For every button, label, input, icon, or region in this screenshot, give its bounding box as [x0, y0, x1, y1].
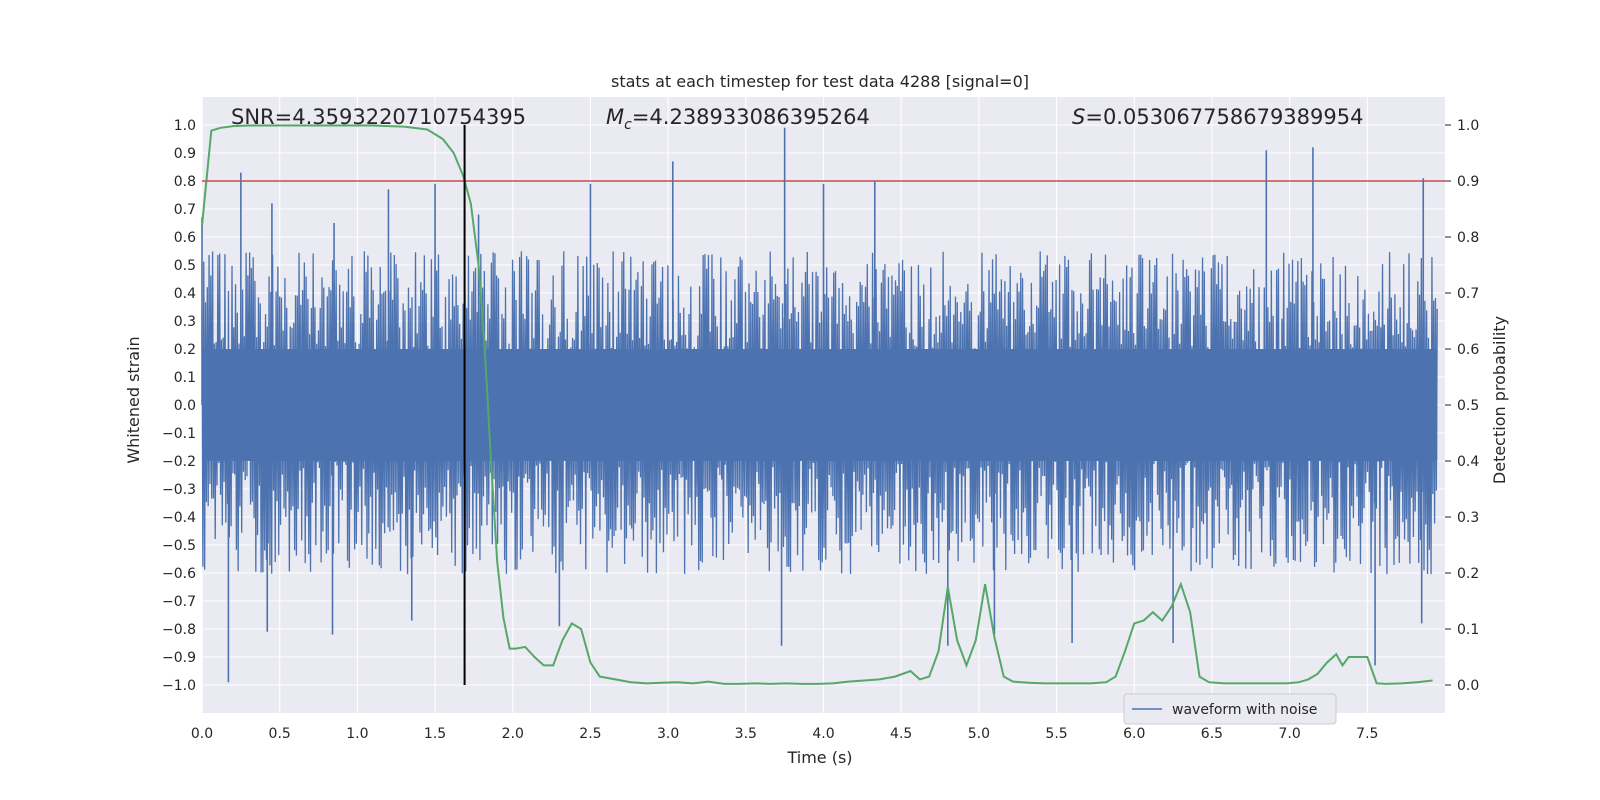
x-tick-label: 1.0	[346, 726, 368, 742]
y-axis-right-title: Detection probability	[1490, 316, 1509, 484]
y-left-tick-label: 0.3	[174, 314, 196, 330]
y-right-tick-label: 0.2	[1457, 566, 1479, 582]
x-tick-label: 0.5	[269, 726, 291, 742]
y-left-tick-label: 0.1	[174, 370, 196, 386]
x-tick-label: 5.0	[968, 726, 990, 742]
legend-box	[1123, 693, 1337, 725]
y-right-tick-label: 0.4	[1457, 454, 1479, 470]
waveform-core	[202, 349, 1438, 461]
x-tick-label: 4.5	[890, 726, 912, 742]
x-tick-label: 2.5	[579, 726, 601, 742]
y-left-tick-label: −0.7	[162, 594, 196, 610]
y-right-tick-label: 0.3	[1457, 510, 1479, 526]
y-left-tick-label: −0.9	[162, 650, 196, 666]
s-annotation: S=0.053067758679389954	[1072, 105, 1363, 129]
mc-annotation: Mc=4.238933086395264	[606, 105, 870, 133]
y-left-tick-label: 0.5	[174, 258, 196, 274]
y-right-tick-label: 0.7	[1457, 286, 1479, 302]
x-axis-title: Time (s)	[786, 748, 852, 767]
y-left-tick-label: 1.0	[174, 118, 196, 134]
x-tick-label: 7.5	[1356, 726, 1378, 742]
y-left-tick-label: −0.1	[162, 426, 196, 442]
y-left-tick-label: 0.7	[174, 202, 196, 218]
y-right-tick-label: 0.0	[1457, 678, 1479, 694]
y-left-tick-label: 0.4	[174, 286, 196, 302]
y-left-tick-label: −0.3	[162, 482, 196, 498]
y-left-tick-label: 0.0	[174, 398, 196, 414]
y-left-tick-label: −0.4	[162, 510, 196, 526]
y-left-tick-label: 0.9	[174, 146, 196, 162]
y-left-tick-label: −0.2	[162, 454, 196, 470]
y-left-tick-label: 0.2	[174, 342, 196, 358]
x-tick-label: 0.0	[191, 726, 213, 742]
x-tick-label: 6.5	[1201, 726, 1223, 742]
x-tick-label: 6.0	[1123, 726, 1145, 742]
x-tick-label: 4.0	[812, 726, 834, 742]
x-tick-label: 2.0	[502, 726, 524, 742]
x-tick-label: 7.0	[1278, 726, 1300, 742]
x-axis: 0.0 0.5 1.0 1.5 2.0 2.5 3.0 3.5 4.0 4.5 5.0 5.5 6.0 6…	[191, 726, 1379, 742]
legend-label-waveform: waveform with noise	[1172, 702, 1317, 718]
y-left-tick-label: −0.6	[162, 566, 196, 582]
reference-lines	[202, 125, 1445, 685]
y-axis-left-title: Whitened strain	[124, 336, 143, 463]
waveform-series	[201, 127, 1438, 683]
x-tick-label: 3.0	[657, 726, 679, 742]
detection-probability-line	[201, 124, 1433, 685]
y-left-tick-label: −1.0	[162, 678, 196, 694]
y-left-tick-label: 0.6	[174, 230, 196, 246]
y-right-tick-label: 0.9	[1457, 174, 1479, 190]
y-right-tick-label: 0.1	[1457, 622, 1479, 638]
y-axis-right: 1.0 0.9 0.8 0.7 0.6 0.5 0.4 0.3 0.2 0.1 0.0	[1445, 118, 1479, 694]
snr-annotation: SNR=4.3593220710754395	[231, 105, 526, 129]
probability-series	[201, 124, 1433, 685]
y-left-tick-label: 0.8	[174, 174, 196, 190]
y-right-tick-label: 0.8	[1457, 230, 1479, 246]
y-right-tick-label: 0.6	[1457, 342, 1479, 358]
y-axis-left: 1.0 0.9 0.8 0.7 0.6 0.5 0.4 0.3 0.2 0.1 0.0 −0.1 −0.…	[162, 118, 196, 694]
y-right-tick-label: 1.0	[1457, 118, 1479, 134]
y-left-tick-label: −0.5	[162, 538, 196, 554]
y-right-tick-label: 0.5	[1457, 398, 1479, 414]
y-left-tick-label: −0.8	[162, 622, 196, 638]
legend: waveform with noise	[1123, 693, 1337, 725]
x-tick-label: 3.5	[735, 726, 757, 742]
x-tick-label: 1.5	[424, 726, 446, 742]
chart-title: stats at each timestep for test data 428…	[611, 72, 1029, 91]
x-tick-label: 5.5	[1045, 726, 1067, 742]
